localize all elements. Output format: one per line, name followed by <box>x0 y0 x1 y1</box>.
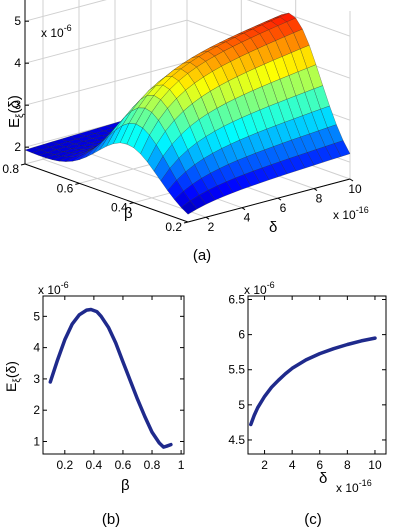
surface-z-tick-label: 3 <box>14 98 21 112</box>
surface-z-multiplier-exp: -6 <box>64 23 72 33</box>
plot-b-frame <box>42 295 185 455</box>
plot-c-y-tick-label: 6 <box>238 328 245 342</box>
surface-z-tick-label: 4 <box>14 56 21 70</box>
plot-c-x-tick-label: 2 <box>261 458 268 472</box>
plot-c-x-multiplier: x 10-16 <box>336 478 372 495</box>
surface-x-multiplier-exp: -16 <box>356 205 369 215</box>
surface-y-label: β <box>124 205 133 222</box>
surface-z-multiplier-base: x 10 <box>41 26 64 40</box>
plot-b-y-multiplier-exp: -6 <box>61 280 69 290</box>
plot-b-y-multiplier-base: x 10 <box>38 283 61 297</box>
plot-c-series-line <box>249 336 377 427</box>
caption-b: (b) <box>102 511 120 528</box>
plot-c-x-tick-label: 6 <box>316 458 323 472</box>
surface-z-label-sub: ξ <box>15 113 26 118</box>
surface-axes <box>24 0 351 223</box>
surface-z-label-tail: (δ) <box>6 95 23 113</box>
surface-z-label-main: E <box>6 118 23 128</box>
plot-c-y-multiplier-exp: -6 <box>267 280 275 290</box>
surface-x-tick <box>277 197 282 201</box>
plot-b-y-tick-label: 5 <box>33 309 40 323</box>
surface-x-tick-label: 8 <box>316 192 323 206</box>
surface-y-tick-label: 0.8 <box>2 162 19 176</box>
plot-b-x-label: β <box>121 477 130 494</box>
plot-b-y-tick-label: 1 <box>33 434 40 448</box>
plot-b-y-label: Eξ(δ) <box>3 361 23 392</box>
caption-a: (a) <box>193 247 211 264</box>
plot-c-ticks: 2 4 6 8 10 4.5 5 5.5 6 6.5 <box>228 293 386 472</box>
plot-c-x-tick-label: 4 <box>289 458 296 472</box>
plot-c-y-multiplier-base: x 10 <box>244 283 267 297</box>
line-plot-delta: 2 4 6 8 104.555.566.5 x 10-6 δ x 10-16 (c) <box>228 280 387 528</box>
surface-x-tick <box>313 188 318 191</box>
surface-x-multiplier: x 10-16 <box>333 205 369 222</box>
surface-x-tick-label: 4 <box>244 211 251 225</box>
plot-b-y-label-tail: (δ) <box>3 361 19 378</box>
surface-x-tick-label: 6 <box>280 201 287 215</box>
surface-patch <box>180 200 198 215</box>
surface-x-tick-label: 2 <box>208 220 215 234</box>
surface-x-tick <box>349 178 354 182</box>
surface-z-label: Eξ(δ) <box>6 95 26 128</box>
plot-c-y-tick-label: 4.5 <box>228 433 245 447</box>
surface-x-multiplier-base: x 10 <box>333 208 356 222</box>
plot-b-x-tick-label: 0.2 <box>56 458 73 472</box>
surface-x-tick-label: 10 <box>348 182 362 196</box>
caption-c: (c) <box>304 511 322 528</box>
plot-b-ticks: 0.2 0.4 0.6 0.8 1 1 2 3 4 5 <box>33 296 185 472</box>
plot-b-series-line <box>48 307 173 449</box>
plot-c-y-tick-label: 5 <box>238 398 245 412</box>
plot-c-x-tick-label: 10 <box>368 458 382 472</box>
plot-c-y-tick-label: 5.5 <box>228 363 245 377</box>
surface-y-tick <box>129 202 134 205</box>
plot-c-frame <box>247 295 387 455</box>
surface-y-axis <box>24 163 189 223</box>
plot-c-x-multiplier-base: x 10 <box>336 481 359 495</box>
plot-c-x-multiplier-exp: -16 <box>359 478 372 488</box>
surface-x-axis <box>187 178 351 223</box>
line-plot-beta: 0.2 0.4 0.6 0.8 1 1 2 3 4 5 x 10-6 Eξ(δ) β (b) <box>3 280 185 528</box>
plot-b-y-label-sub: ξ <box>12 378 23 383</box>
surface-y-tick-label: 0.4 <box>111 201 128 215</box>
surface-z-tick-label: 5 <box>14 14 21 28</box>
plot-b-y-tick-label: 2 <box>33 403 40 417</box>
plot-b-x-tick-label: 1 <box>178 458 185 472</box>
plot-b-y-tick-label: 4 <box>33 341 40 355</box>
surface-x-tick <box>241 207 246 211</box>
surface-z-tick-label: 2 <box>14 140 21 154</box>
surface-y-tick <box>75 182 80 185</box>
surface-x-tick <box>205 216 210 220</box>
plot-c-x-tick-label: 8 <box>344 458 351 472</box>
surface-mesh <box>24 12 351 215</box>
surface-y-tick <box>183 221 189 224</box>
plot-b-x-tick-label: 0.8 <box>144 458 161 472</box>
plot-c-x-label: δ <box>319 470 327 487</box>
plot-b-y-label-main: E <box>3 383 19 392</box>
surface-z-multiplier: x 10-6 <box>41 23 72 40</box>
surface-y-tick-label: 0.6 <box>57 181 74 195</box>
surface-tick-labels: 2 4 6 8 10 0.2 0.4 0.6 0.8 2 3 4 5 <box>2 14 362 234</box>
surface-y-tick <box>20 163 26 166</box>
plot-c-y-tick-label: 6.5 <box>228 293 245 307</box>
surface-y-tick-label: 0.2 <box>165 220 182 234</box>
plot-b-y-tick-label: 3 <box>33 372 40 386</box>
plot-b-x-tick-label: 0.4 <box>86 458 103 472</box>
plot-b-y-multiplier: x 10-6 <box>38 280 69 297</box>
plot-c-y-multiplier: x 10-6 <box>244 280 275 297</box>
plot-b-x-tick-label: 0.6 <box>115 458 132 472</box>
surface-x-label: δ <box>269 219 277 236</box>
